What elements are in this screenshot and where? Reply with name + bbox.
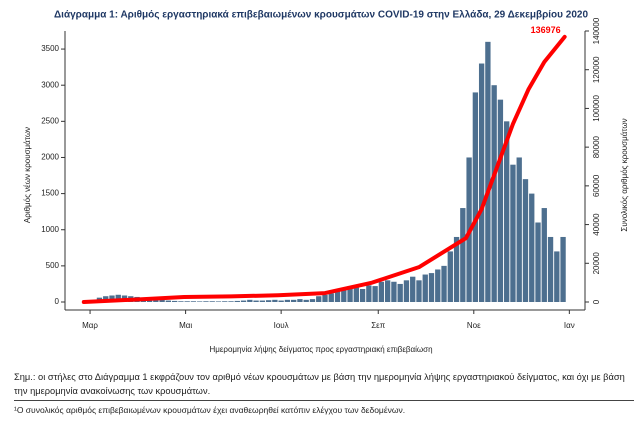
y2-tick-label: 0: [592, 299, 601, 304]
cumulative-line: [81, 34, 567, 304]
bar: [516, 157, 522, 302]
bar: [359, 288, 366, 302]
bar: [460, 208, 466, 302]
bar: [522, 179, 529, 302]
bar: [197, 301, 203, 302]
y-tick-label: 500: [46, 261, 60, 270]
bar: [472, 92, 479, 302]
bar: [441, 265, 447, 302]
y-tick-label: 2500: [41, 116, 59, 125]
footnote: ¹Ο συνολικός αριθμός επιβεβαιωμένων κρου…: [14, 400, 634, 417]
bar: [234, 300, 240, 302]
bar: [178, 301, 184, 302]
chart-title: Διάγραμμα 1: Αριθμός εργαστηριακά επιβεβ…: [54, 10, 588, 21]
y2-tick-label: 60000: [592, 174, 601, 197]
y2-tick-label: 140000: [592, 17, 601, 44]
bar: [259, 300, 266, 302]
bar: [215, 301, 222, 302]
bar: [397, 283, 403, 302]
x-tick-label: Ιαν: [564, 321, 575, 330]
annotation: 136976: [531, 25, 561, 35]
y-tick-label: 1500: [41, 189, 59, 198]
x-tick-label: Σεπ: [371, 321, 386, 330]
bar: [428, 273, 435, 302]
bar: [334, 291, 341, 302]
y-tick-label: 3500: [41, 44, 59, 53]
bar: [422, 274, 428, 302]
bar: [153, 299, 159, 302]
bar: [403, 280, 410, 302]
y2-axis-label: Συνολικός αριθμός κρουσμάτων: [620, 118, 629, 231]
bar: [541, 208, 547, 302]
bar: [297, 299, 303, 302]
bar: [328, 293, 334, 302]
bar: [184, 301, 190, 302]
bar: [497, 99, 504, 302]
y2-tick-label: 20000: [592, 252, 601, 275]
bar: [547, 236, 554, 302]
y2-tick-label: 40000: [592, 213, 601, 236]
bar: [222, 301, 228, 302]
bar: [291, 299, 297, 302]
bar: [171, 300, 178, 302]
bar: [165, 300, 172, 302]
bar: [159, 299, 165, 302]
y-axis-label: Αριθμός νέων κρουσμάτων: [23, 127, 32, 223]
x-tick-label: Μαι: [179, 321, 192, 330]
bar: [391, 281, 397, 302]
y2-tick-label: 120000: [592, 56, 601, 83]
bar: [228, 301, 234, 302]
bar: [384, 280, 391, 302]
bar: [284, 299, 291, 302]
bar: [209, 301, 215, 302]
bar: [265, 300, 272, 302]
note: Σημ.: οι στήλες στο Διάγραμμα 1 εκφράζου…: [14, 372, 625, 396]
bar: [504, 121, 510, 302]
bar: [485, 41, 491, 303]
bar: [353, 287, 359, 302]
bar: [203, 301, 209, 302]
bar: [240, 300, 247, 302]
bar: [447, 251, 453, 302]
bar: [309, 299, 316, 302]
bar: [491, 85, 497, 302]
y-tick-label: 1000: [41, 225, 59, 234]
bar: [366, 285, 372, 302]
bar: [410, 276, 416, 302]
bar: [303, 299, 309, 302]
bar: [372, 286, 378, 302]
bar: [554, 251, 560, 302]
bar: [278, 300, 284, 302]
bar: [247, 299, 253, 302]
bar: [560, 236, 566, 302]
x-tick-label: Νοε: [467, 321, 481, 330]
chart: Διάγραμμα 1: Αριθμός εργαστηριακά επιβεβ…: [23, 10, 629, 354]
bar: [190, 301, 197, 302]
x-tick-label: Ιουλ: [274, 321, 289, 330]
bar: [378, 281, 385, 302]
y-tick-label: 2000: [41, 153, 59, 162]
y2-tick-label: 100000: [592, 95, 601, 122]
bar: [510, 164, 516, 302]
bar: [478, 63, 485, 302]
bar: [453, 236, 460, 302]
bar: [435, 269, 441, 302]
x-tick-label: Μαρ: [82, 321, 98, 330]
bar: [322, 294, 328, 302]
y2-tick-label: 80000: [592, 135, 601, 158]
bar: [272, 299, 278, 302]
bar: [535, 222, 541, 302]
bar: [347, 286, 353, 302]
bar: [253, 300, 259, 302]
x-axis-label: Ημερομηνία λήψης δείγματος προς εργαστηρ…: [209, 345, 432, 354]
bar: [316, 296, 322, 302]
bar: [341, 287, 347, 302]
bar: [529, 193, 535, 302]
y-tick-label: 0: [55, 297, 60, 306]
bar: [416, 280, 422, 302]
y-tick-label: 3000: [41, 80, 59, 89]
